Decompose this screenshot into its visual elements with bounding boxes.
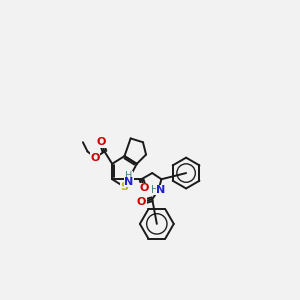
Text: O: O — [137, 197, 146, 207]
Text: N: N — [124, 177, 134, 187]
Text: S: S — [121, 182, 128, 192]
Text: O: O — [97, 137, 106, 147]
Text: H: H — [125, 171, 133, 181]
Text: H: H — [151, 185, 158, 195]
Text: O: O — [91, 153, 100, 163]
Text: N: N — [156, 185, 165, 195]
Text: O: O — [140, 184, 149, 194]
